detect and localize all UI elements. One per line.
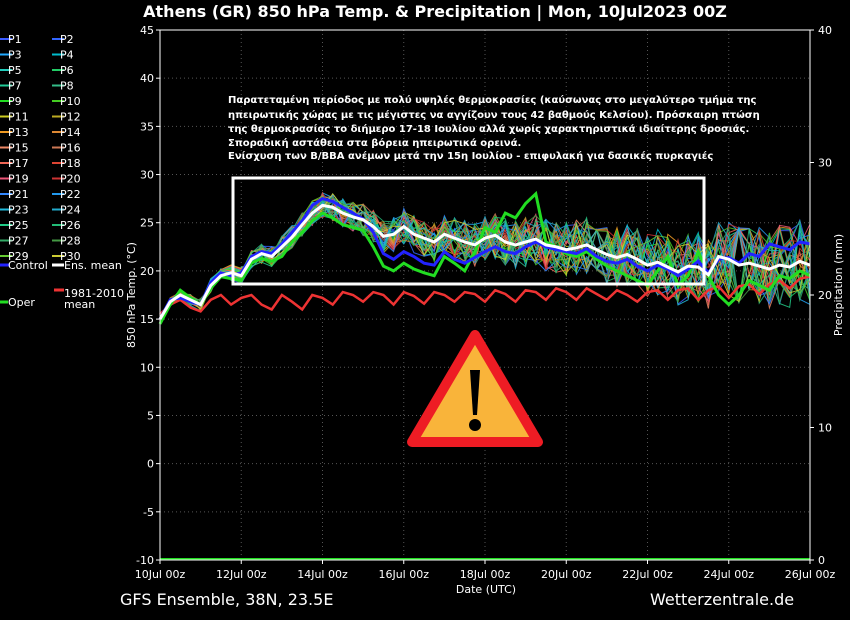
x-tick-label: 10Jul 00z <box>135 568 186 581</box>
legend-label: P24 <box>60 204 81 217</box>
source-credit: Wetterzentrale.de <box>650 590 795 609</box>
y-tick-label: 45 <box>140 24 154 37</box>
main-series <box>158 190 811 560</box>
legend-label: P28 <box>60 235 81 248</box>
legend-label: P26 <box>60 219 81 232</box>
annotation-line: ηπειρωτικής χώρας με τις μέγιστες να αγγ… <box>228 109 760 121</box>
legend-label: P20 <box>60 173 81 186</box>
legend-label: P8 <box>60 80 74 93</box>
legend-label: 1981-2010 <box>64 287 124 300</box>
y-tick-label: -5 <box>143 506 154 519</box>
legend-label: mean <box>64 298 95 311</box>
x-tick-label: 22Jul 00z <box>622 568 673 581</box>
legend-label: P23 <box>8 204 29 217</box>
x-tick-label: 26Jul 00z <box>785 568 836 581</box>
x-tick-label: 24Jul 00z <box>703 568 754 581</box>
highlight-box <box>231 176 706 286</box>
legend-label: P6 <box>60 64 74 77</box>
legend-label: P7 <box>8 80 22 93</box>
legend-label: P22 <box>60 188 81 201</box>
y-tick-label: 30 <box>140 169 154 182</box>
legend-label: P5 <box>8 64 22 77</box>
y-tick-label: 5 <box>147 409 154 422</box>
y-tick-label: 0 <box>147 458 154 471</box>
chart-title: Athens (GR) 850 hPa Temp. & Precipitatio… <box>143 2 727 21</box>
x-axis: 10Jul 00z 12Jul 00z 14Jul 00z 16Jul 00z 18Ju… <box>135 560 836 581</box>
legend-label: P16 <box>60 142 81 155</box>
ens-mean-line <box>158 203 811 320</box>
legend-label: P3 <box>8 49 22 62</box>
legend-label: P9 <box>8 95 22 108</box>
y-tick-label: 15 <box>140 313 154 326</box>
y-axis-title: 850 hPa Temp. (°C) <box>125 242 138 348</box>
legend: P1 P2 P3 P4 P5 P6 P7 P8 P9 P10 P11 P12 P13 P14 P15 P16 P… <box>0 33 124 311</box>
ensemble-members <box>159 191 811 324</box>
x-tick-label: 12Jul 00z <box>216 568 267 581</box>
annotation-line: Σποραδική αστάθεια στα βόρεια ηπειρωτικά… <box>228 137 521 149</box>
annotation-line: Ενίσχυση των Β/ΒΒΑ ανέμων μετά την 15η Ι… <box>228 150 713 162</box>
legend-label: P27 <box>8 235 29 248</box>
y2-tick-label: 30 <box>818 157 832 170</box>
y-tick-label: 10 <box>140 361 154 374</box>
legend-label: P12 <box>60 111 81 124</box>
control-line <box>158 196 811 320</box>
legend-label: P19 <box>8 173 29 186</box>
x-tick-label: 20Jul 00z <box>541 568 592 581</box>
legend-label: P18 <box>60 157 81 170</box>
legend-label: Ens. mean <box>64 259 122 272</box>
y-axis-left: -10 -5 0 5 10 15 20 25 30 35 40 45 <box>136 24 160 567</box>
y-tick-label: 35 <box>140 120 154 133</box>
legend-label: P2 <box>60 33 74 46</box>
oper-line <box>158 190 811 325</box>
annotation-line: Παρατεταμένη περίοδος με πολύ υψηλές θερ… <box>228 94 756 106</box>
y2-tick-label: 10 <box>818 422 832 435</box>
x-tick-label: 14Jul 00z <box>297 568 348 581</box>
legend-label: P21 <box>8 188 29 201</box>
model-info: GFS Ensemble, 38N, 23.5E <box>120 590 334 609</box>
legend-label: P29 <box>8 250 29 263</box>
annotation-text: Παρατεταμένη περίοδος με πολύ υψηλές θερ… <box>228 94 760 162</box>
warning-triangle-icon <box>407 330 543 447</box>
x-tick-label: 18Jul 00z <box>460 568 511 581</box>
x-axis-title: Date (UTC) <box>456 583 516 596</box>
legend-label: P15 <box>8 142 29 155</box>
y2-axis-title: Precipitation (mm) <box>832 234 845 336</box>
y2-tick-label: 0 <box>818 554 825 567</box>
legend-label: Oper <box>8 296 35 309</box>
y-axis-right: 0 10 20 30 40 <box>810 24 832 567</box>
x-tick-label: 16Jul 00z <box>378 568 429 581</box>
y-tick-label: 20 <box>140 265 154 278</box>
annotation-line: της θερμοκρασίας το διήμερο 17-18 Ιουλίο… <box>228 123 749 135</box>
legend-label: P25 <box>8 219 29 232</box>
y-tick-label: -10 <box>136 554 154 567</box>
y2-tick-label: 20 <box>818 289 832 302</box>
legend-label: P4 <box>60 49 74 62</box>
legend-label: P17 <box>8 157 29 170</box>
legend-label: P13 <box>8 126 29 139</box>
legend-label: P10 <box>60 95 81 108</box>
legend-label: P11 <box>8 111 29 124</box>
legend-label: Control <box>8 259 48 272</box>
climatology-line <box>159 275 811 316</box>
ensemble-member-line <box>159 194 811 317</box>
y-tick-label: 40 <box>140 72 154 85</box>
legend-label: P14 <box>60 126 81 139</box>
y2-tick-label: 40 <box>818 24 832 37</box>
legend-label: P30 <box>60 250 81 263</box>
y-tick-label: 25 <box>140 217 154 230</box>
legend-label: P1 <box>8 33 22 46</box>
